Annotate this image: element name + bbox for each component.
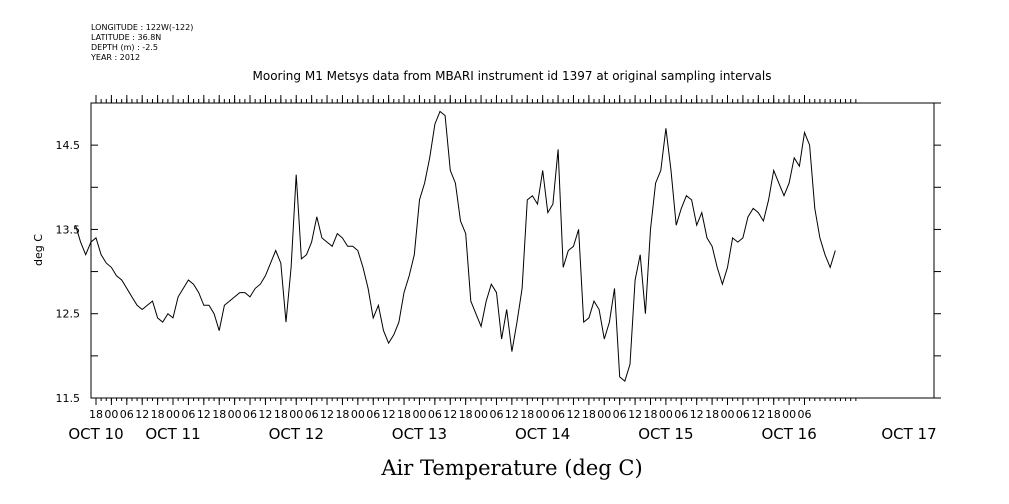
meta-depth: DEPTH (m) : -2.5 [91,43,158,52]
x-tick-label: 18 [459,408,473,421]
y-axis: 11.5 12.5 13.5 14.5 [56,102,941,405]
x-tick-label: 18 [767,408,781,421]
x-axis-label: Air Temperature (deg C) [380,456,642,480]
y-axis-label: deg C [32,234,45,266]
minor-ticks [95,99,857,401]
x-tick-label: 18 [274,408,288,421]
x-tick-label: 00 [536,408,550,421]
x-tick-label: 12 [505,408,519,421]
x-tick-label: 12 [197,408,211,421]
x-axis: 18 00 06 12 18 00 06 12 18 00 06 12 18 00 06 12 18 00 06 12… [68,408,936,443]
x-tick-label: 00 [166,408,180,421]
x-day-label: OCT 11 [145,425,200,443]
x-tick-label: 06 [181,408,195,421]
x-tick-label: 00 [228,408,242,421]
major-ticks [95,95,806,405]
x-tick-label: 00 [351,408,365,421]
x-tick-label: 18 [335,408,349,421]
x-tick-label: 06 [489,408,503,421]
y-tick-label: 14.5 [56,139,81,152]
x-tick-label: 18 [520,408,534,421]
x-day-label: OCT 10 [68,425,123,443]
x-day-label: OCT 17 [881,425,936,443]
x-tick-label: 00 [289,408,303,421]
x-tick-label: 00 [721,408,735,421]
x-tick-label: 12 [566,408,580,421]
x-tick-label: 18 [397,408,411,421]
y-tick-label: 12.5 [56,308,81,321]
y-tick-label: 13.5 [56,223,81,236]
x-day-label: OCT 15 [638,425,693,443]
x-tick-label: 06 [243,408,257,421]
x-tick-label: 06 [613,408,627,421]
x-tick-label: 00 [659,408,673,421]
x-tick-label: 06 [798,408,812,421]
meta-latitude: LATITUDE : 36.8N [91,33,161,42]
x-tick-label: 12 [382,408,396,421]
x-tick-label: 06 [305,408,319,421]
x-tick-label: 12 [628,408,642,421]
x-tick-label: 12 [751,408,765,421]
x-tick-label: 18 [582,408,596,421]
x-tick-label: 00 [474,408,488,421]
plot-frame [90,102,935,399]
x-day-label: OCT 12 [269,425,324,443]
series-line-air-temperature [75,110,836,382]
x-day-label: OCT 14 [515,425,570,443]
x-tick-label: 00 [597,408,611,421]
x-tick-label: 18 [643,408,657,421]
meta-year: YEAR : 2012 [90,53,140,62]
x-tick-label: 18 [705,408,719,421]
meta-longitude: LONGITUDE : 122W(-122) [91,23,193,32]
x-tick-label: 12 [135,408,149,421]
y-tick-label: 11.5 [56,392,81,405]
x-tick-label: 06 [428,408,442,421]
x-tick-label: 00 [782,408,796,421]
x-tick-label: 18 [151,408,165,421]
x-tick-label: 06 [120,408,134,421]
x-tick-label: 12 [690,408,704,421]
x-tick-label: 00 [412,408,426,421]
x-tick-label: 12 [320,408,334,421]
x-tick-label: 12 [443,408,457,421]
x-tick-label: 06 [366,408,380,421]
x-tick-label: 18 [89,408,103,421]
x-tick-label: 12 [258,408,272,421]
x-day-label: OCT 16 [761,425,816,443]
x-tick-label: 06 [551,408,565,421]
x-tick-label: 18 [212,408,226,421]
chart-title: Mooring M1 Metsys data from MBARI instru… [253,69,772,83]
x-tick-label: 00 [104,408,118,421]
x-day-label: OCT 13 [392,425,447,443]
x-tick-label: 06 [674,408,688,421]
x-tick-label: 06 [736,408,750,421]
